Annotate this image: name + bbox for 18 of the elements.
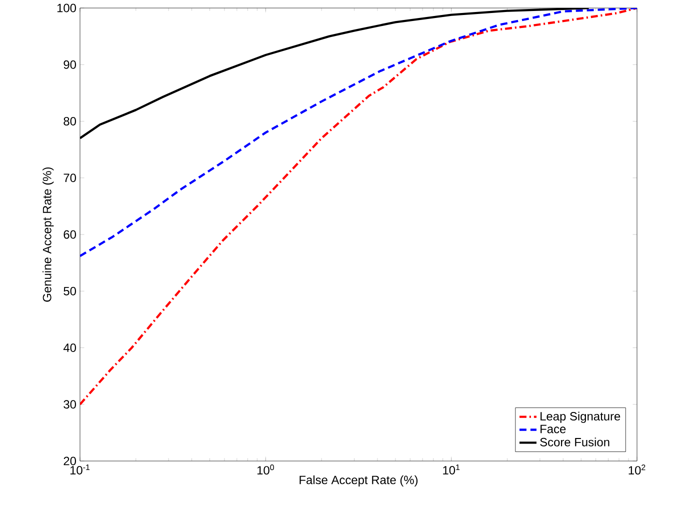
y-tick-label: 50 <box>64 286 76 296</box>
x-tick-label: 10$^{2}$ <box>628 464 646 475</box>
y-tick-label: 90 <box>64 60 76 69</box>
y-tick-label: 20 <box>64 456 76 466</box>
x-tick-label: 10$^{0}$ <box>257 464 274 475</box>
y-tick-label: 80 <box>64 117 76 126</box>
y-tick-label: 40 <box>63 344 76 352</box>
y-tick-label: 30 <box>64 400 76 409</box>
legend-label: Leap Signature <box>540 412 620 423</box>
x-axis-title: False Accept Rate (%) <box>300 475 418 487</box>
y-tick-label: 60 <box>64 230 76 239</box>
x-tick-label: 10$^{-1}$ <box>70 464 90 474</box>
x-tick-label: 10$^{1}$ <box>443 464 460 474</box>
y-tick-label: 70 <box>64 174 76 182</box>
y-axis-title: Genuine Accept Rate (%) <box>42 167 54 302</box>
legend-label: Face <box>540 424 566 434</box>
y-tick-label: 100 <box>57 4 76 12</box>
legend-label: Score Fusion <box>540 438 610 446</box>
